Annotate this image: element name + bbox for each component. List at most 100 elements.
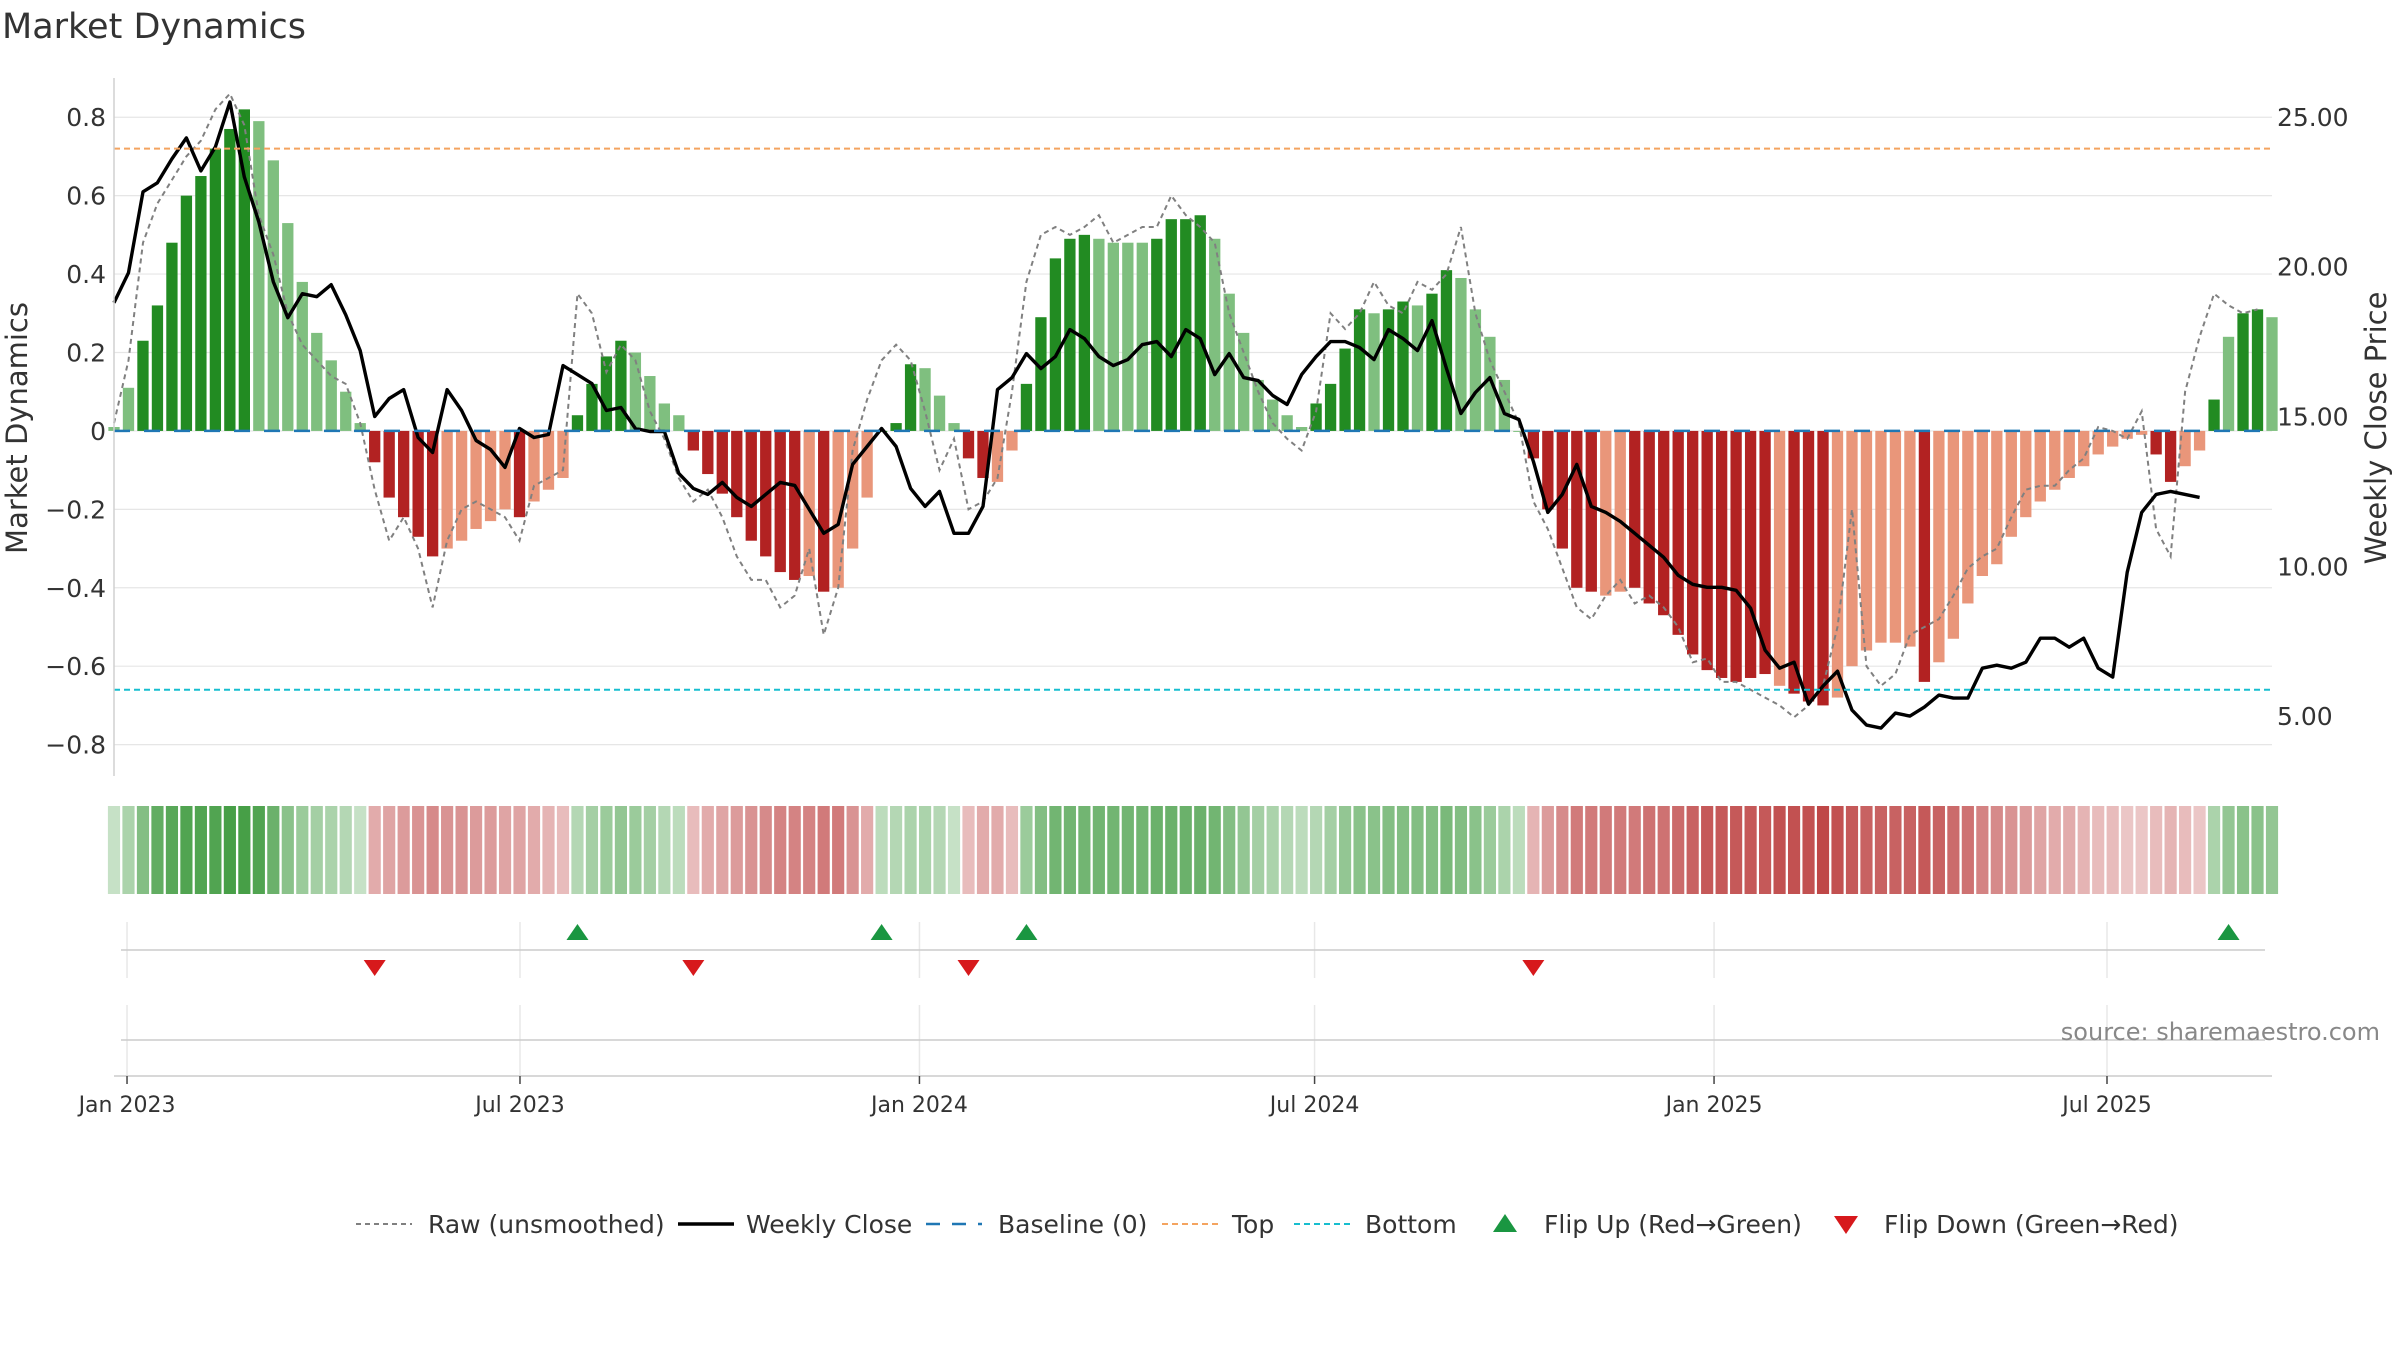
dynamics-bar [586,383,598,431]
heat-strip-cell [556,806,570,894]
dynamics-bar [1701,430,1713,671]
y-tick-label: −0.2 [45,495,106,524]
heat-strip-cell [1686,806,1699,894]
dynamics-bar [1397,301,1409,431]
heat-strip-cell [2034,806,2047,894]
heat-strip-cell [325,806,338,894]
heat-strip-cell [1759,806,1772,894]
heat-strip-cell [1078,806,1091,894]
heat-strip-cell [238,806,251,894]
series-lines [112,91,2258,730]
legend-label-top: Top [1231,1210,1274,1239]
heat-strip-cell [2193,806,2206,894]
dynamics-bar [1353,309,1366,431]
heat-strip-cell [354,806,367,894]
heat-strip-cell [165,806,179,894]
heat-strip-cell [600,806,613,894]
heat-strip-cell [1469,806,1482,894]
dynamics-bar [1817,430,1829,706]
dynamics-bar [2193,430,2206,451]
y-tick-label: 0 [90,417,106,446]
heat-strip-cell [1831,806,1844,894]
dynamics-bar [1976,430,1988,577]
dynamics-bar [1078,234,1091,431]
heat-strip-cell [1860,806,1873,894]
dynamics-bar [890,423,902,431]
heat-strip-cell [846,806,859,894]
heat-strip-cell [441,806,454,894]
dynamics-bar [1513,430,1525,432]
dynamics-bar [557,430,569,478]
heat-strip-cell [614,806,627,894]
dynamics-bar [1180,219,1192,431]
heat-strip-cell [1701,806,1714,894]
dynamics-bar [1035,317,1047,431]
heat-strip-cell [412,806,425,894]
dynamics-bar [151,305,164,431]
dynamics-bar [1136,242,1148,431]
heat-strip-cell [1194,806,1207,894]
y-tick-label: 0.2 [66,338,106,367]
y2-tick-label: 25.00 [2277,103,2349,132]
dynamics-bar [1426,293,1438,431]
dynamics-bar [1411,305,1424,431]
dynamics-bar [948,423,960,431]
dynamics-bar [122,387,135,431]
heat-strip-cell [1976,806,1989,894]
heat-strip-cell [1802,806,1815,894]
dynamics-bar [1382,309,1395,431]
legend-label-flipup: Flip Up (Red→Green) [1544,1210,1802,1239]
dynamics-bar [644,376,656,431]
dynamics-bar [2237,313,2249,431]
dynamics-bar [455,430,468,541]
heat-strip-cell [310,806,323,894]
heat-strip-cell [658,806,671,894]
heat-strip-cell [1020,806,1033,894]
dynamics-bar [542,430,555,490]
dynamics-bar [1904,430,1916,647]
dynamics-bar [383,430,395,498]
heat-strip-cell [2207,806,2221,894]
legend-label-baseline: Baseline (0) [998,1210,1147,1239]
dynamics-bar [1875,430,1887,643]
dynamics-bar [962,430,975,459]
dynamics-bar [702,430,714,475]
dynamics-bar [2020,430,2032,518]
dynamics-bar [2034,430,2046,502]
heat-strip-cell [1150,806,1163,894]
heat-strip-cell [2164,806,2177,894]
dynamics-bar [2179,430,2191,467]
heat-strip-cell [1903,806,1917,894]
heat-strip-cell [397,806,410,894]
dynamics-bar [673,415,685,431]
dynamics-bar [1194,215,1206,431]
dynamics-bar [789,430,801,580]
dynamics-bar [731,430,743,518]
heat-strip-cell [252,806,265,894]
dynamics-bar [1324,383,1337,431]
heat-strip-cell [1730,806,1743,894]
heat-strip-cell [947,806,961,894]
heat-strip-cell [1382,806,1395,894]
dynamics-bar [1209,238,1221,431]
heat-strip-cell [1585,806,1598,894]
heat-strip-cell [1237,806,1250,894]
heat-strip-cell [817,806,830,894]
y-tick-label: −0.6 [45,652,106,681]
dynamics-bar [1715,430,1728,678]
heat-strip-cell [1440,806,1453,894]
legend: Raw (unsmoothed) Weekly Close Baseline (0)… [356,1210,2179,1239]
flip-down-marker [957,960,980,976]
dynamics-bar [513,430,526,518]
dynamics-bar [1527,430,1540,459]
heat-strip-cell [1787,806,1801,894]
dynamics-bar [629,352,642,431]
dynamics-bar [325,360,337,431]
dynamics-bar [1107,242,1119,431]
dynamics-bar [1020,383,1033,431]
heat-strip-cell [1295,806,1308,894]
heat-strip-cell [426,806,439,894]
dynamics-bar [2005,430,2017,537]
legend-flip-up-swatch [1493,1214,1517,1232]
